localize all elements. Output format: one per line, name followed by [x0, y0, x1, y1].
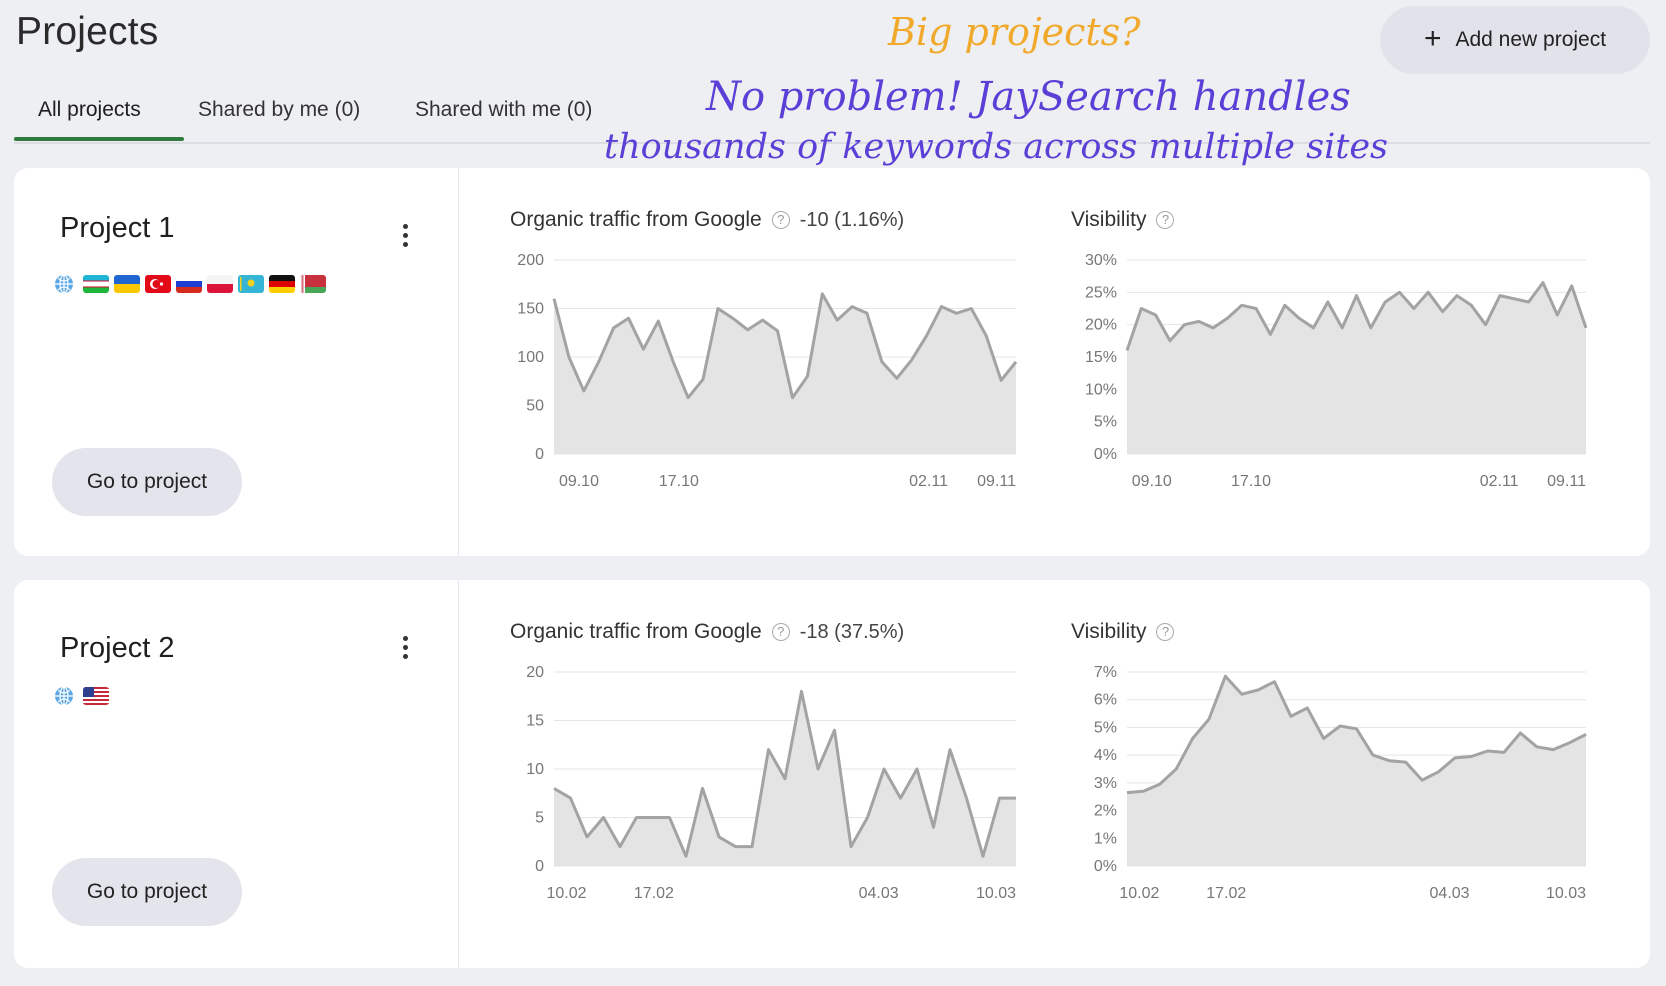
card-divider — [458, 580, 459, 968]
visibility-chart-title: Visibility ? — [1071, 208, 1175, 232]
card-divider — [458, 168, 459, 556]
x-tick-label: 10.02 — [1119, 885, 1159, 902]
x-tick-label: 09.11 — [1547, 473, 1586, 490]
go-to-project-button[interactable]: Go to project — [52, 858, 242, 926]
project-card: Project 1 Go to project Organic traffic … — [14, 168, 1650, 556]
x-tick-label: 04.03 — [859, 885, 899, 902]
y-tick-label: 0 — [535, 858, 544, 875]
traffic-chart-title: Organic traffic from Google ? -18 (37.5%… — [510, 620, 904, 644]
x-tick-label: 02.11 — [909, 473, 948, 490]
traffic-chart: 0 50 100 150 200 09.10 17.10 02.11 09.11 — [517, 252, 1018, 490]
uzbekistan-flag — [83, 275, 109, 293]
x-tick-label: 17.10 — [659, 473, 699, 490]
x-tick-label: 02.11 — [1480, 473, 1519, 490]
annotation-line-1: Big projects? — [887, 10, 1141, 54]
y-tick-label: 5 — [535, 810, 544, 827]
visibility-chart-label: Visibility — [1071, 208, 1147, 231]
y-tick-label: 5% — [1094, 719, 1117, 736]
plus-icon: + — [1423, 21, 1442, 55]
x-tick-label: 09.11 — [977, 473, 1016, 490]
help-icon[interactable]: ? — [771, 623, 790, 641]
y-tick-label: 20 — [526, 664, 544, 681]
turkey-flag — [145, 275, 171, 293]
russia-flag — [176, 275, 202, 293]
y-tick-label: 15 — [526, 713, 544, 730]
x-tick-label: 09.10 — [559, 473, 599, 490]
y-tick-label: 20% — [1085, 317, 1117, 334]
traffic-delta: -18 (37.5%) — [799, 620, 905, 643]
active-tab-indicator — [14, 137, 184, 141]
x-tick-label: 04.03 — [1430, 885, 1470, 902]
help-icon[interactable]: ? — [771, 211, 790, 229]
visibility-chart-title: Visibility ? — [1071, 620, 1175, 644]
y-tick-label: 50 — [526, 398, 544, 415]
more-options-icon[interactable] — [400, 632, 410, 662]
x-tick-label: 17.02 — [1206, 885, 1246, 902]
y-tick-label: 5% — [1094, 414, 1117, 431]
series-line — [552, 292, 1018, 400]
series-area — [1127, 676, 1586, 866]
y-tick-label: 150 — [517, 301, 544, 318]
y-tick-label: 4% — [1094, 747, 1117, 764]
tab-all-projects[interactable]: All projects — [38, 80, 141, 140]
y-tick-label: 1% — [1094, 830, 1117, 847]
add-new-project-label: Add new project — [1455, 28, 1607, 51]
add-new-project-button[interactable]: + Add new project — [1380, 6, 1650, 74]
country-flags — [54, 686, 109, 706]
traffic-delta: -10 (1.16%) — [799, 208, 905, 231]
help-icon[interactable]: ? — [1156, 623, 1175, 641]
project-name: Project 1 — [60, 212, 175, 244]
project-name: Project 2 — [60, 632, 175, 664]
usa-flag — [83, 687, 109, 705]
x-tick-label: 10.03 — [1546, 885, 1586, 902]
traffic-chart-label: Organic traffic from Google — [510, 208, 762, 231]
x-tick-label: 17.02 — [634, 885, 674, 902]
y-tick-label: 10% — [1085, 381, 1117, 398]
y-tick-label: 0% — [1094, 858, 1117, 875]
kazakhstan-flag — [238, 275, 264, 293]
y-tick-label: 0% — [1094, 446, 1117, 463]
y-tick-label: 6% — [1094, 692, 1117, 709]
project-card: Project 2 Go to project Organic traffic … — [14, 580, 1650, 968]
x-tick-label: 10.02 — [546, 885, 586, 902]
help-icon[interactable]: ? — [1156, 211, 1175, 229]
more-options-icon[interactable] — [400, 220, 410, 250]
poland-flag — [207, 275, 233, 293]
traffic-chart: 0 5 10 15 20 10.02 17.02 04.03 10.03 — [526, 664, 1016, 902]
x-tick-label: 10.03 — [976, 885, 1016, 902]
y-tick-label: 3% — [1094, 775, 1117, 792]
x-tick-label: 09.10 — [1132, 473, 1172, 490]
tab-shared-with-me[interactable]: Shared with me (0) — [415, 80, 592, 140]
x-tick-label: 17.10 — [1231, 473, 1271, 490]
visibility-chart: 0% 5% 10% 15% 20% 25% 30% 09.10 17.10 02.11 09.11 — [1085, 252, 1588, 490]
page-title: Projects — [16, 10, 159, 53]
visibility-chart: 0% 1% 2% 3% 4% 5% 6% 7% 10.02 17.02 04.03 10.03 — [1094, 664, 1587, 902]
germany-flag — [269, 275, 295, 293]
y-tick-label: 15% — [1085, 349, 1117, 366]
tab-shared-by-me[interactable]: Shared by me (0) — [198, 80, 360, 140]
globe-icon — [55, 686, 73, 706]
country-flags — [54, 274, 326, 294]
belarus-flag — [300, 275, 326, 293]
traffic-chart-label: Organic traffic from Google — [510, 620, 762, 643]
y-tick-label: 100 — [517, 349, 544, 366]
go-to-project-button[interactable]: Go to project — [52, 448, 242, 516]
y-tick-label: 10 — [526, 761, 544, 778]
ukraine-flag — [114, 275, 140, 293]
y-tick-label: 200 — [517, 252, 544, 269]
visibility-chart-label: Visibility — [1071, 620, 1147, 643]
globe-icon — [55, 274, 73, 294]
y-tick-label: 25% — [1085, 284, 1117, 301]
y-tick-label: 30% — [1085, 252, 1117, 269]
y-tick-label: 0 — [535, 446, 544, 463]
y-tick-label: 2% — [1094, 803, 1117, 820]
traffic-chart-title: Organic traffic from Google ? -10 (1.16%… — [510, 208, 904, 232]
project-tabs: All projects Shared by me (0) Shared wit… — [14, 80, 1650, 144]
series-area — [1127, 282, 1586, 454]
series-area — [554, 293, 1016, 454]
y-tick-label: 7% — [1094, 664, 1117, 681]
